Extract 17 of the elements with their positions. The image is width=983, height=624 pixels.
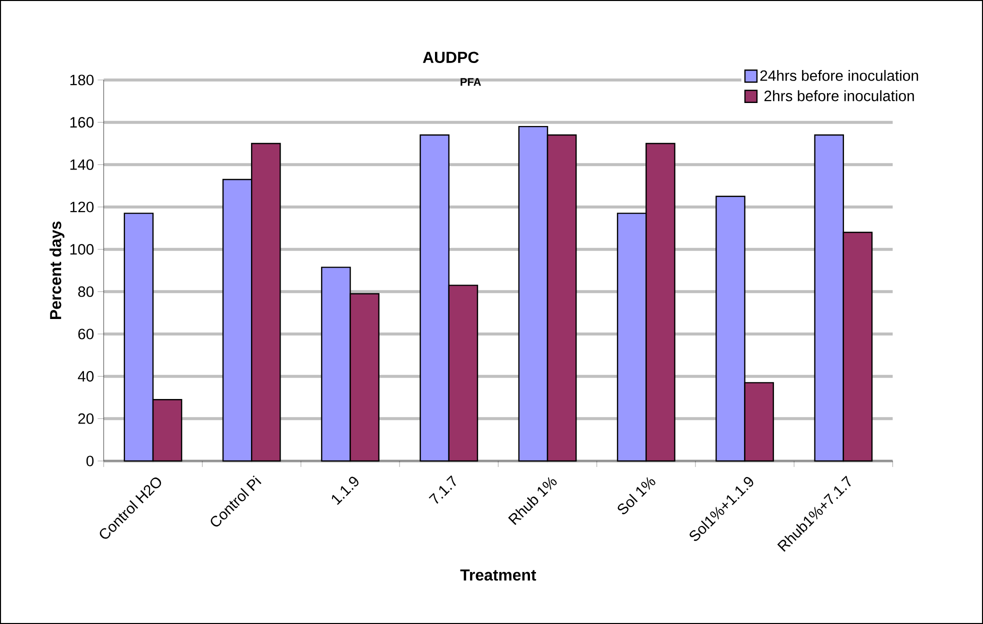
y-tick-label: 60 bbox=[78, 328, 94, 340]
y-tick-label: 120 bbox=[70, 202, 94, 212]
legend-label: 24hrs before inoculation bbox=[760, 70, 918, 81]
y-tick-label: 80 bbox=[78, 286, 94, 297]
y-tick-label: 40 bbox=[78, 371, 94, 382]
y-tick-label: 160 bbox=[70, 117, 94, 128]
legend-label: 2hrs before inoculation bbox=[764, 90, 914, 102]
y-tick-label: 180 bbox=[70, 74, 94, 86]
chart-subtitle: PFA bbox=[460, 78, 481, 86]
chart-title: AUDPC bbox=[422, 52, 479, 63]
x-tick-label: Sol 1% bbox=[618, 477, 656, 514]
y-axis-title: Percent days bbox=[50, 222, 64, 320]
y-tick-label: 100 bbox=[70, 244, 94, 255]
x-axis-title: Treatment bbox=[460, 570, 536, 581]
y-tick-label: 20 bbox=[78, 413, 94, 424]
y-tick-label: 0 bbox=[86, 456, 94, 466]
y-tick-label: 140 bbox=[70, 159, 94, 170]
